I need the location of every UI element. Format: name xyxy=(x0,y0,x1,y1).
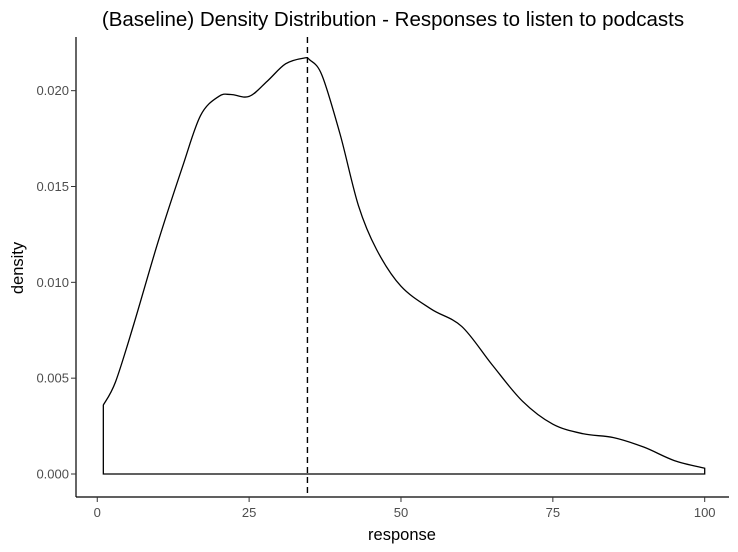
x-tick-label: 50 xyxy=(394,505,408,520)
x-tick-label: 25 xyxy=(242,505,256,520)
plot-area xyxy=(102,37,706,497)
y-tick-label: 0.010 xyxy=(36,275,69,290)
y-axis-ticks: 0.000 0.005 0.010 0.015 0.020 xyxy=(36,83,76,482)
y-axis-title: density xyxy=(9,241,27,294)
x-axis-ticks: 0 25 50 75 100 xyxy=(94,497,716,520)
y-tick-label: 0.015 xyxy=(36,179,69,194)
y-tick-label: 0.005 xyxy=(36,371,69,386)
x-tick-label: 100 xyxy=(694,505,716,520)
y-tick-label: 0.020 xyxy=(36,83,69,98)
x-tick-label: 75 xyxy=(546,505,560,520)
density-curve xyxy=(102,56,706,475)
y-tick-label: 0.000 xyxy=(36,467,69,482)
chart-title: (Baseline) Density Distribution - Respon… xyxy=(102,8,684,31)
x-tick-label: 0 xyxy=(94,505,101,520)
x-axis-title: response xyxy=(368,526,436,544)
